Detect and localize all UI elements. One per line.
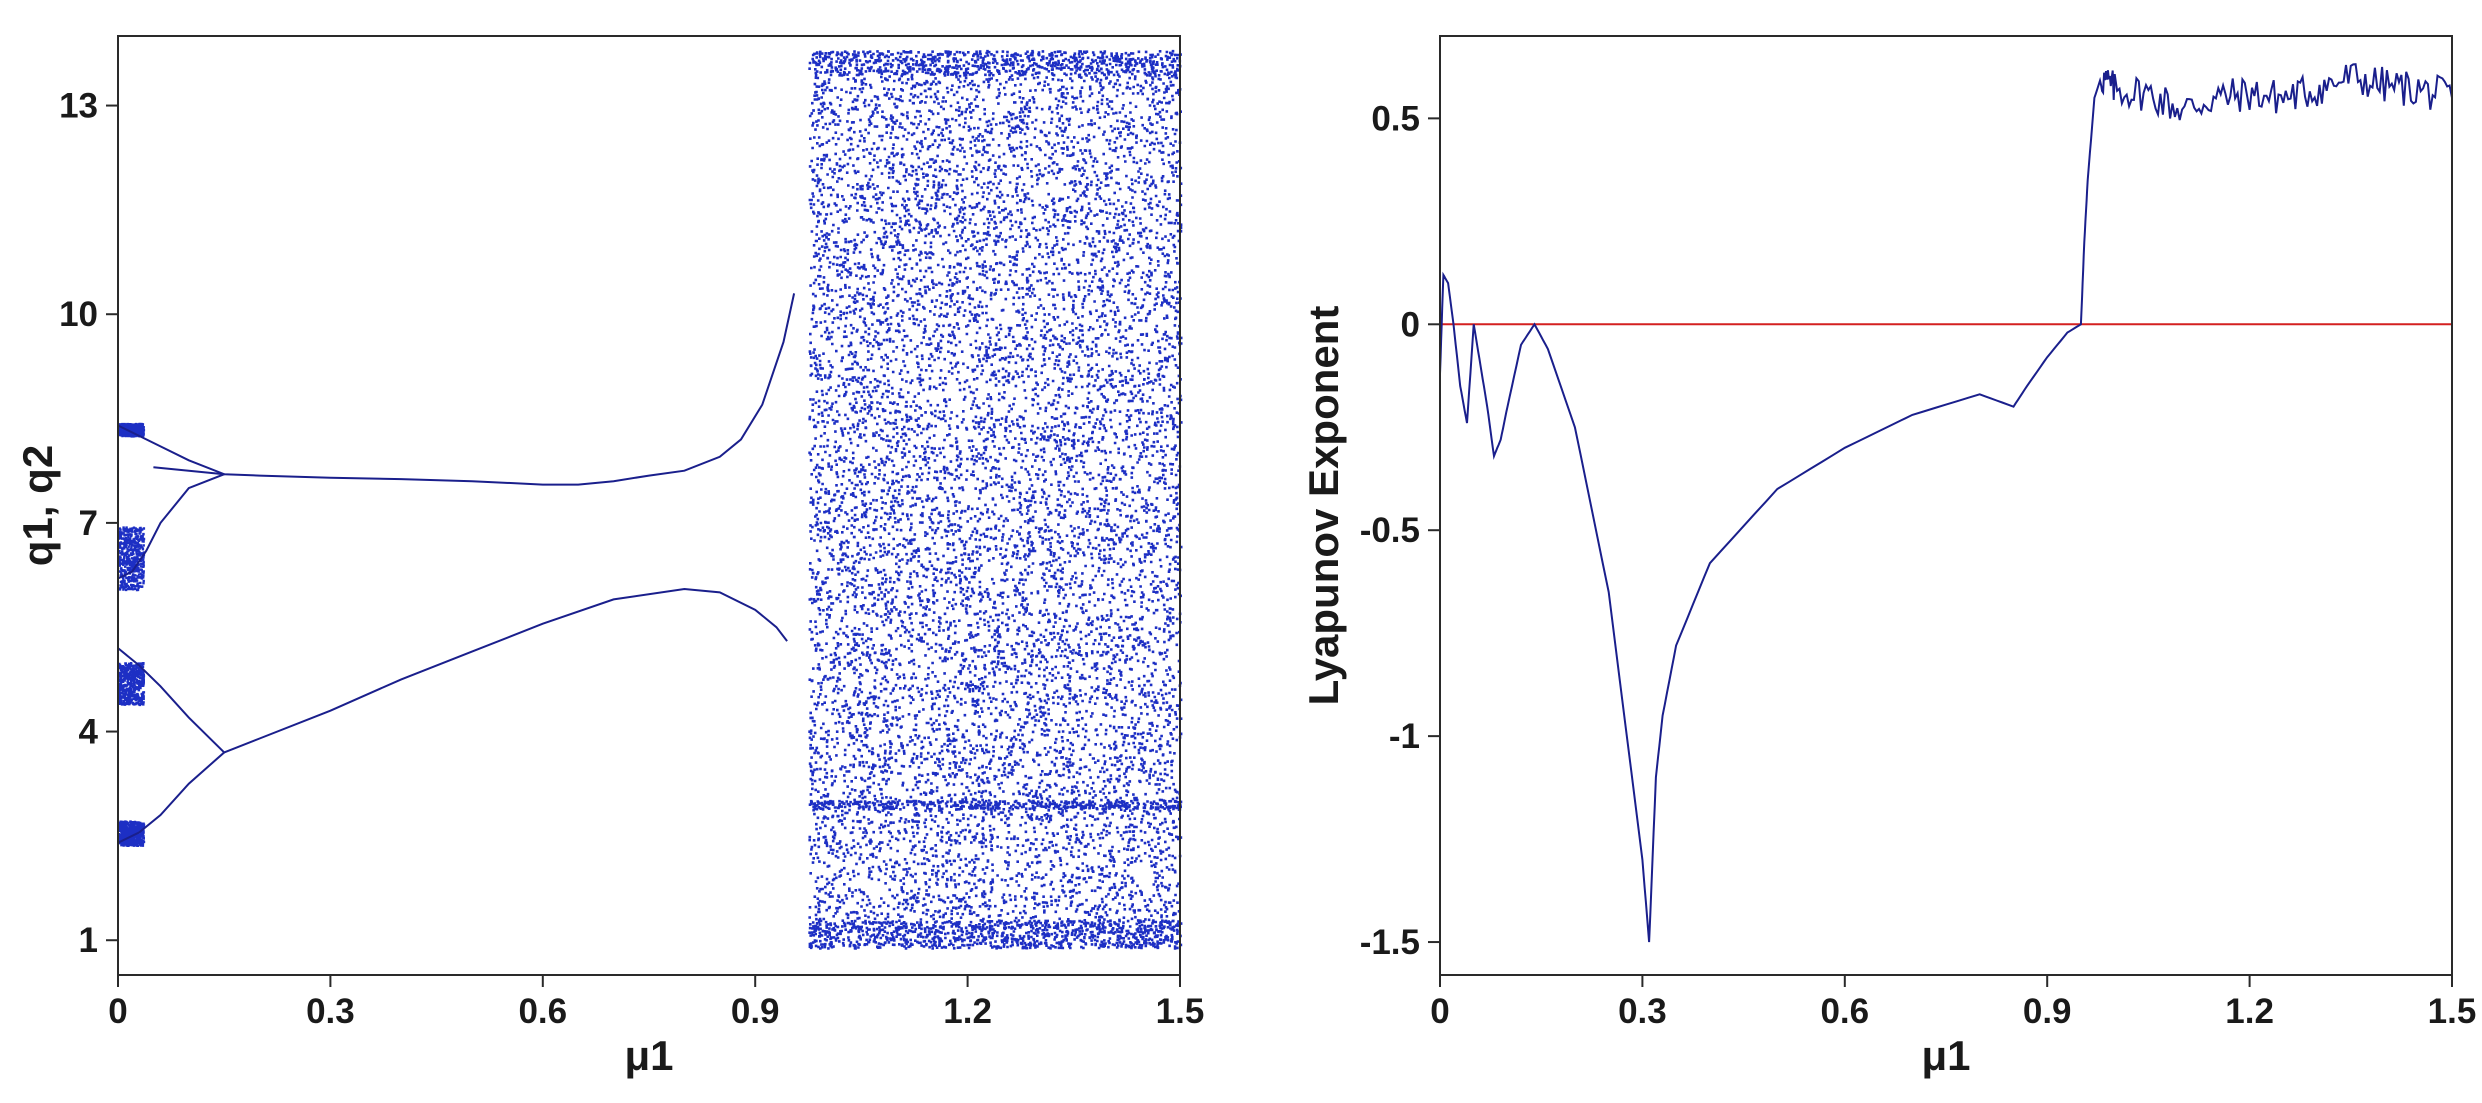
right-plot-frame bbox=[1439, 35, 2453, 976]
left-y-ticks: 1 4 7 10 13 bbox=[59, 87, 118, 960]
y-tick-label: -1 bbox=[1389, 717, 1420, 756]
bifurcation-panel: 0 0.3 0.6 0.9 1.2 1.5 1 4 7 10 13 μ1 q1, q2 bbox=[14, 35, 1204, 1079]
y-tick-label: 0.5 bbox=[1371, 99, 1420, 138]
chaotic-scatter bbox=[118, 49, 1183, 950]
right-y-axis-label: Lyapunov Exponent bbox=[1300, 306, 1347, 706]
branch-upper-curve bbox=[153, 293, 796, 486]
x-tick-label: 0.3 bbox=[306, 992, 355, 1031]
x-tick-label: 1.5 bbox=[1156, 992, 1205, 1031]
x-tick-label: 0 bbox=[108, 992, 127, 1031]
left-x-ticks: 0 0.3 0.6 0.9 1.2 1.5 bbox=[108, 975, 1204, 1031]
y-tick-label: 1 bbox=[79, 921, 98, 960]
y-tick-label: 13 bbox=[59, 87, 98, 126]
x-tick-label: 1.5 bbox=[2428, 992, 2477, 1031]
right-y-ticks: 0.5 0 -0.5 -1 -1.5 bbox=[1360, 99, 1440, 962]
y-tick-label: 7 bbox=[79, 504, 98, 543]
left-x-axis-label: μ1 bbox=[624, 1032, 673, 1079]
right-x-axis-label: μ1 bbox=[1921, 1032, 1970, 1079]
period-branches bbox=[117, 293, 796, 844]
x-tick-label: 0.9 bbox=[2023, 992, 2072, 1031]
period4-upper-curve bbox=[117, 424, 227, 580]
left-y-axis-label: q1, q2 bbox=[14, 445, 61, 566]
y-tick-label: 4 bbox=[79, 713, 99, 752]
lyapunov-series-line bbox=[1439, 63, 2453, 943]
near-zero-clusters bbox=[118, 422, 146, 847]
x-tick-label: 1.2 bbox=[2225, 992, 2274, 1031]
x-tick-label: 1.2 bbox=[943, 992, 992, 1031]
chaotic-dots bbox=[808, 49, 1183, 950]
x-tick-label: 0.9 bbox=[731, 992, 780, 1031]
branch-lower-curve bbox=[223, 587, 788, 754]
y-tick-label: 10 bbox=[59, 295, 98, 334]
y-tick-label: -0.5 bbox=[1360, 511, 1420, 550]
left-plot-frame bbox=[117, 35, 1181, 976]
x-tick-label: 0.6 bbox=[1820, 992, 1869, 1031]
x-tick-label: 0.6 bbox=[518, 992, 567, 1031]
y-tick-label: 0 bbox=[1401, 305, 1420, 344]
x-tick-label: 0.3 bbox=[1618, 992, 1667, 1031]
y-tick-label: -1.5 bbox=[1360, 923, 1420, 962]
period4-lower-curve bbox=[117, 647, 226, 844]
lyapunov-panel: 0 0.3 0.6 0.9 1.2 1.5 0.5 0 -0.5 -1 -1.5 μ1 Lyapu… bbox=[1300, 35, 2476, 1079]
x-tick-label: 0 bbox=[1430, 992, 1449, 1031]
right-x-ticks: 0 0.3 0.6 0.9 1.2 1.5 bbox=[1430, 975, 2476, 1031]
